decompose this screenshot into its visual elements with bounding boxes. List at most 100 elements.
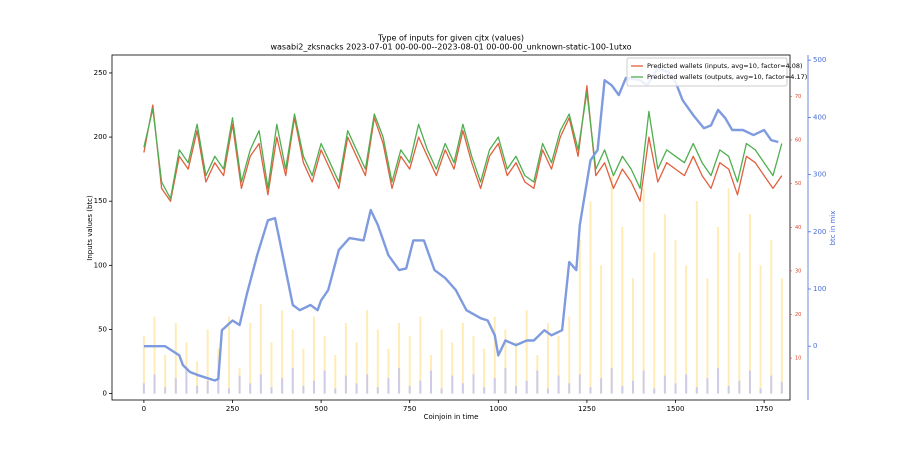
bar bbox=[206, 329, 209, 394]
bar bbox=[281, 310, 284, 394]
bar bbox=[568, 316, 571, 394]
y3-tick-label: 70 bbox=[795, 94, 801, 100]
bar bbox=[142, 335, 145, 394]
bar bbox=[429, 370, 432, 394]
bar bbox=[281, 378, 284, 394]
x-tick-label: 750 bbox=[403, 405, 416, 413]
y3-tick-label: 60 bbox=[795, 138, 801, 144]
bar bbox=[493, 316, 496, 394]
chart-title: Type of inputs for given cjtx (values) bbox=[377, 34, 524, 43]
y-tick-label: 150 bbox=[94, 197, 107, 205]
bar bbox=[164, 387, 167, 394]
bar bbox=[483, 387, 486, 394]
bar bbox=[344, 375, 347, 394]
bar bbox=[142, 383, 145, 394]
bar bbox=[291, 367, 294, 394]
bar bbox=[355, 383, 358, 394]
bar bbox=[440, 388, 443, 394]
bar bbox=[323, 335, 326, 394]
x-tick-label: 1500 bbox=[667, 405, 685, 413]
bar bbox=[334, 355, 337, 394]
y3-tick-label: 10 bbox=[795, 356, 801, 362]
bar bbox=[408, 335, 411, 394]
bar bbox=[600, 378, 603, 394]
bar bbox=[270, 342, 273, 394]
bar bbox=[153, 316, 156, 394]
bar bbox=[738, 252, 741, 394]
bar bbox=[472, 335, 475, 394]
bar bbox=[525, 310, 528, 394]
bar bbox=[217, 370, 220, 394]
bar bbox=[387, 378, 390, 394]
bar bbox=[419, 380, 422, 394]
bar bbox=[546, 323, 549, 394]
bar bbox=[249, 383, 252, 394]
bar bbox=[515, 342, 518, 394]
y3-tick-label: 50 bbox=[795, 181, 801, 187]
bar bbox=[504, 367, 507, 394]
bar bbox=[610, 367, 613, 394]
y3-tick-label: 30 bbox=[795, 268, 801, 274]
legend-label: Predicted wallets (outputs, avg=10, fact… bbox=[647, 73, 807, 81]
bar bbox=[419, 316, 422, 394]
bar bbox=[589, 201, 592, 394]
bar bbox=[227, 388, 230, 394]
bar bbox=[717, 367, 720, 394]
bar bbox=[663, 375, 666, 394]
bar bbox=[536, 370, 539, 394]
bar bbox=[780, 278, 783, 394]
bar bbox=[631, 278, 634, 394]
bar bbox=[770, 239, 773, 394]
bar bbox=[748, 370, 751, 394]
bar bbox=[642, 188, 645, 394]
x-tick-label: 1750 bbox=[755, 405, 773, 413]
bar bbox=[344, 323, 347, 394]
bar bbox=[674, 383, 677, 394]
x-tick-label: 250 bbox=[226, 405, 239, 413]
bar bbox=[313, 380, 316, 394]
bar bbox=[355, 342, 358, 394]
bar bbox=[770, 375, 773, 394]
bar bbox=[759, 265, 762, 394]
bar bbox=[174, 323, 177, 394]
bar bbox=[398, 323, 401, 394]
x-tick-label: 1250 bbox=[578, 405, 596, 413]
y2-tick-label: 200 bbox=[813, 228, 826, 236]
x-tick-label: 1000 bbox=[489, 405, 507, 413]
bar bbox=[578, 374, 581, 394]
bar bbox=[259, 374, 262, 394]
bar bbox=[440, 329, 443, 394]
bar bbox=[685, 374, 688, 394]
y3-tick-label: 40 bbox=[795, 225, 801, 231]
bar bbox=[472, 374, 475, 394]
y3-tick-label: 20 bbox=[795, 312, 801, 318]
y-tick-label: 50 bbox=[98, 325, 107, 333]
bar bbox=[259, 303, 262, 394]
y2-tick-label: 300 bbox=[813, 171, 826, 179]
y-tick-label: 100 bbox=[94, 261, 107, 269]
bar bbox=[589, 387, 592, 394]
bar bbox=[621, 226, 624, 394]
bar bbox=[663, 214, 666, 394]
y-axis-label: Inputs values (btc) bbox=[86, 195, 94, 261]
bar bbox=[174, 378, 177, 394]
x-axis-label: Coinjoin in time bbox=[424, 413, 479, 421]
bar bbox=[706, 278, 709, 394]
bar bbox=[249, 323, 252, 394]
line-series bbox=[143, 91, 783, 200]
bar bbox=[291, 329, 294, 394]
bar bbox=[227, 316, 230, 394]
bar bbox=[153, 374, 156, 394]
bar bbox=[398, 367, 401, 394]
bar bbox=[685, 265, 688, 394]
bar bbox=[695, 201, 698, 394]
bar bbox=[366, 374, 369, 394]
bar bbox=[451, 375, 454, 394]
bar bbox=[748, 214, 751, 394]
bar bbox=[515, 385, 518, 394]
bar bbox=[408, 385, 411, 394]
bar bbox=[196, 385, 199, 394]
bar bbox=[717, 226, 720, 394]
bar bbox=[376, 387, 379, 394]
